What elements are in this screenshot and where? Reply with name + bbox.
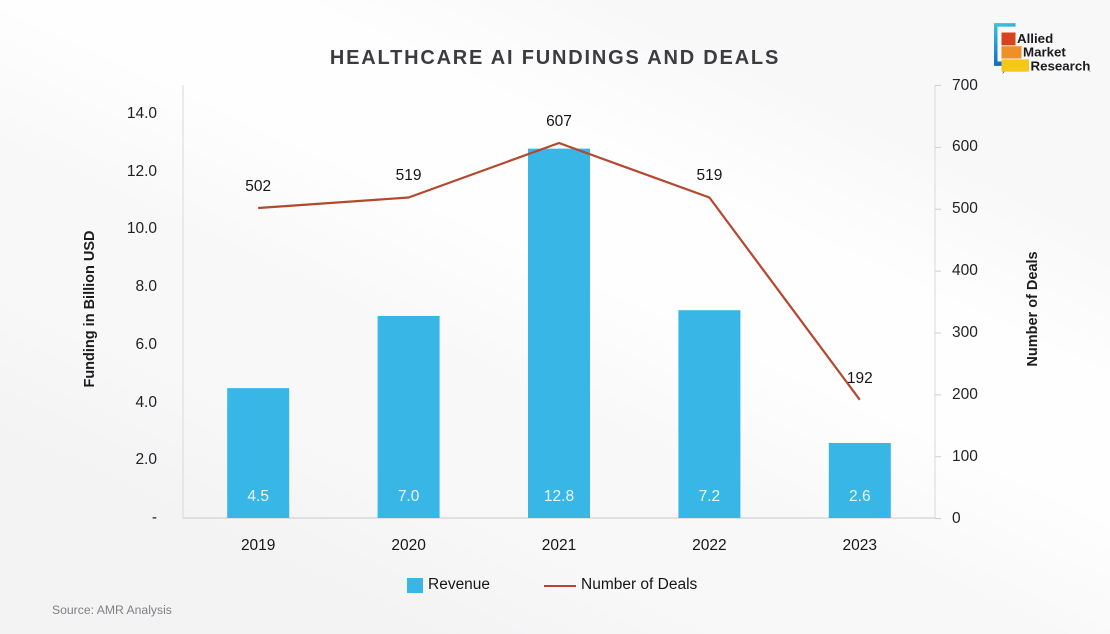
svg-text:Research: Research <box>1031 58 1091 73</box>
svg-text:.: . <box>1089 67 1091 74</box>
